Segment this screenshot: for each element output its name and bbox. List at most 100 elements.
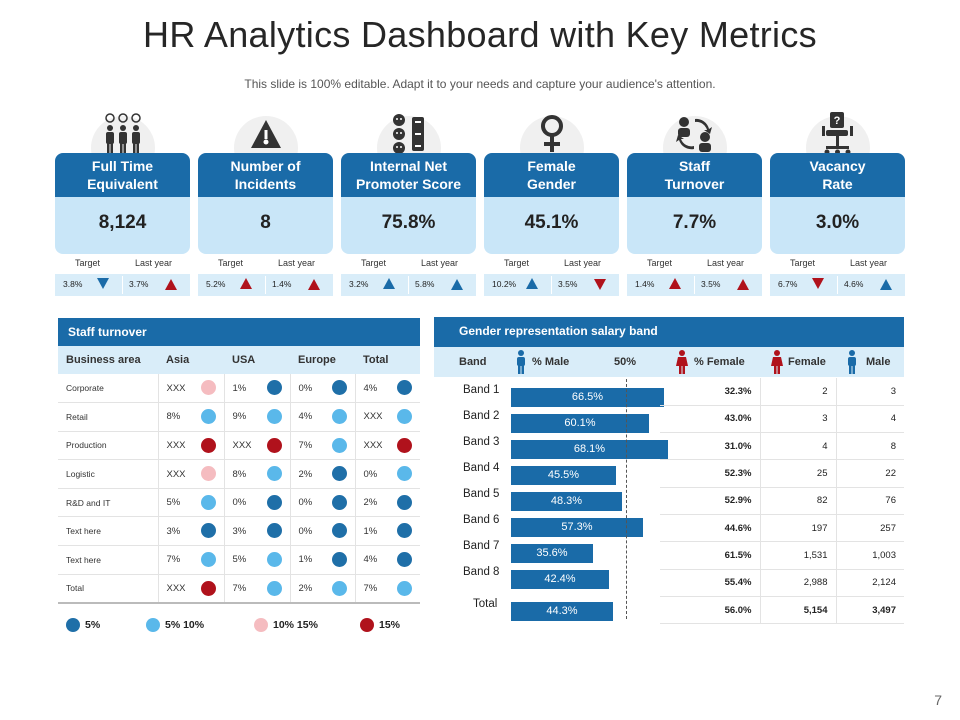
table-row: 52.9% 82 76	[660, 487, 904, 515]
last-year-value: 4.6%	[844, 279, 864, 289]
gender-table: 32.3% 2 3 43.0% 3 4 31.0% 4 8 52.3% 25 22 52.9% 82 76 4…	[660, 378, 904, 625]
female-count: 82	[760, 487, 837, 515]
feedback-faces-icon	[377, 108, 441, 160]
turnover-cell: XXX	[158, 374, 225, 404]
people-clock-icon	[91, 108, 155, 160]
arrow-up-icon	[526, 278, 538, 291]
kpi-compare-labels: Target Last year	[627, 258, 762, 272]
kpi-value: 75.8%	[341, 197, 476, 254]
business-area: Logistic	[58, 459, 159, 489]
turnover-cell: XXX	[355, 431, 420, 461]
business-area: R&D and IT	[58, 488, 159, 518]
kpi-compare-row: 1.4% 3.5%	[627, 274, 762, 296]
column-header: USA	[224, 346, 290, 374]
kpi-compare-row: 10.2% 3.5%	[484, 274, 619, 296]
turnover-cell: 5%	[158, 488, 225, 518]
female-icon	[771, 350, 783, 374]
target-label: Target	[647, 258, 673, 268]
last-year-label: Last year	[278, 258, 316, 268]
divider	[837, 276, 838, 294]
cell-value: 8%	[232, 468, 247, 480]
turnover-cell: 1%	[224, 374, 291, 404]
female-count: 2	[760, 378, 837, 406]
band-label: Band 7	[463, 540, 500, 552]
kpi-value: 8	[198, 197, 333, 254]
col-female-pct: % Female	[694, 356, 745, 368]
col-male: Male	[866, 356, 891, 368]
status-dot	[397, 552, 412, 568]
female-icon	[676, 350, 688, 374]
turnover-legend: 5% 5% 10% 10% 15% 15%	[58, 618, 420, 634]
svg-text:?: ?	[834, 115, 841, 127]
last-year-label: Last year	[421, 258, 459, 268]
turnover-cell: 3%	[224, 516, 291, 547]
kpi-card: Internal Net Promoter Score 75.8% Target…	[341, 108, 476, 298]
page-title: HR Analytics Dashboard with Key Metrics	[143, 14, 817, 55]
kpi-compare-labels: Target Last year	[484, 258, 619, 272]
status-dot	[266, 380, 282, 395]
last-year-label: Last year	[564, 258, 602, 268]
female-pct: 31.0%	[660, 432, 761, 461]
cell-value: 0%	[298, 525, 313, 537]
status-dot	[266, 466, 282, 482]
kpi-card: Female Gender 45.1% Target Last year 10.…	[484, 108, 619, 298]
arrow-up-icon	[669, 278, 681, 291]
business-area: Corporate	[58, 374, 159, 404]
arrow-up-icon	[880, 279, 892, 292]
status-dot	[200, 580, 216, 596]
arrow-up-icon	[165, 279, 177, 292]
cell-value: 5%	[166, 497, 181, 509]
status-dot	[266, 523, 282, 539]
last-year-label: Last year	[135, 258, 173, 268]
legend-dot	[146, 618, 160, 632]
business-area: Text here	[58, 516, 159, 547]
cell-value: 3%	[232, 525, 247, 537]
turnover-cell: 4%	[355, 545, 420, 575]
legend-label: 10% 15%	[273, 619, 318, 631]
gender-title: Gender representation salary band	[434, 317, 904, 347]
cell-value: XXX	[166, 382, 186, 394]
cell-value: XXX	[363, 411, 383, 423]
table-row: Retail 8% 9% 4% XXX	[58, 402, 420, 432]
kpi-value: 7.7%	[627, 197, 762, 254]
legend-item: 15%	[360, 618, 400, 632]
warning-icon	[234, 108, 298, 160]
band-label: Band 8	[463, 566, 500, 578]
table-row: R&D and IT 5% 0% 0% 2%	[58, 488, 420, 518]
turnover-cell: 8%	[224, 459, 291, 489]
legend-label: 15%	[379, 619, 401, 631]
male-count: 4	[836, 405, 904, 434]
table-row: 31.0% 4 8	[660, 432, 904, 461]
staff-turnover-title: Staff turnover	[58, 318, 420, 346]
target-label: Target	[361, 258, 387, 268]
target-label: Target	[504, 258, 530, 268]
status-dot	[331, 494, 347, 510]
table-row: 61.5% 1,531 1,003	[660, 541, 904, 570]
target-label: Target	[790, 258, 816, 268]
female-pct: 44.6%	[660, 514, 761, 543]
target-label: Target	[218, 258, 244, 268]
band-label: Band 3	[463, 436, 500, 448]
turnover-cell: 4%	[290, 402, 356, 432]
cell-value: 0%	[298, 382, 313, 394]
status-dot	[331, 380, 347, 395]
arrow-up-icon	[737, 279, 749, 292]
arrow-down-icon	[97, 278, 109, 291]
female-pct: 55.4%	[660, 569, 761, 597]
status-dot	[397, 380, 412, 395]
column-header: Asia	[158, 346, 224, 374]
kpi-compare-row: 3.2% 5.8%	[341, 274, 476, 296]
band-label: Total	[473, 598, 498, 610]
turnover-cell: 0%	[290, 374, 356, 404]
male-count: 2,124	[836, 569, 904, 597]
cell-value: 1%	[363, 525, 378, 537]
col-50: 50%	[614, 356, 637, 368]
cell-value: 5%	[232, 554, 247, 566]
male-pct-bar: 35.6%	[511, 544, 593, 563]
table-row: Text here 7% 5% 1% 4%	[58, 545, 420, 575]
arrow-down-icon	[812, 278, 824, 291]
status-dot	[200, 552, 216, 568]
male-pct-bar: 42.4%	[511, 570, 609, 589]
status-dot	[200, 494, 216, 510]
kpi-label: Female Gender	[484, 153, 619, 197]
